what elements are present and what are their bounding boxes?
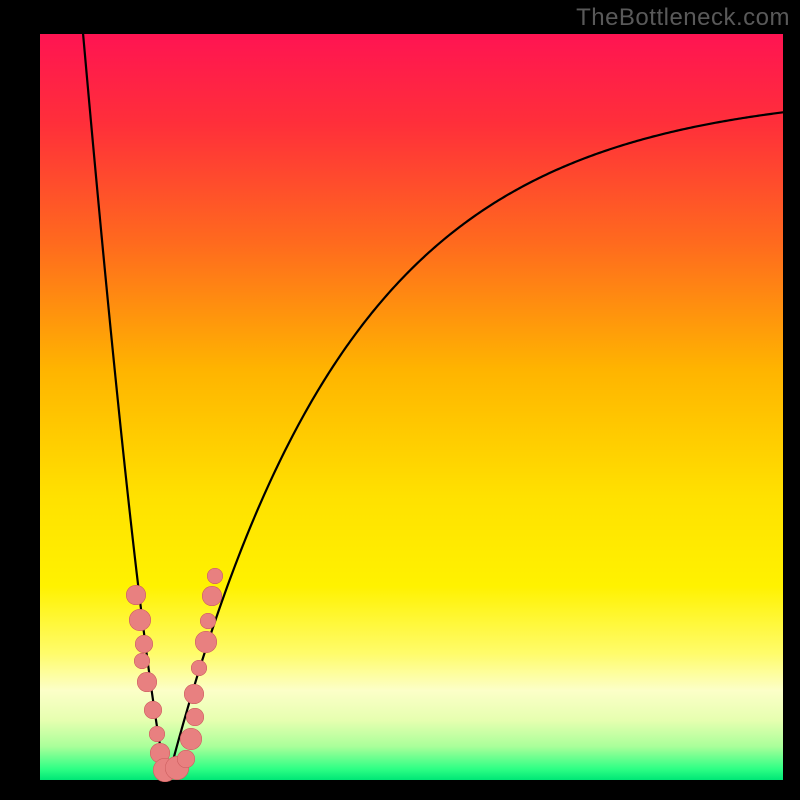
curve	[83, 34, 168, 780]
data-marker	[149, 726, 165, 742]
data-marker	[191, 660, 207, 676]
data-marker	[202, 586, 222, 606]
watermark-text: TheBottleneck.com	[576, 4, 790, 32]
data-marker	[144, 701, 162, 719]
data-marker	[195, 631, 217, 653]
data-marker	[207, 568, 223, 584]
data-marker	[180, 728, 202, 750]
data-marker	[137, 672, 157, 692]
stage: TheBottleneck.com	[0, 0, 800, 800]
data-marker	[126, 585, 146, 605]
data-marker	[135, 635, 153, 653]
data-marker	[200, 613, 216, 629]
data-marker	[186, 708, 204, 726]
data-marker	[134, 653, 150, 669]
curve	[168, 112, 783, 780]
plot-curves	[0, 0, 800, 800]
data-marker	[177, 750, 195, 768]
data-marker	[129, 609, 151, 631]
data-marker	[184, 684, 204, 704]
